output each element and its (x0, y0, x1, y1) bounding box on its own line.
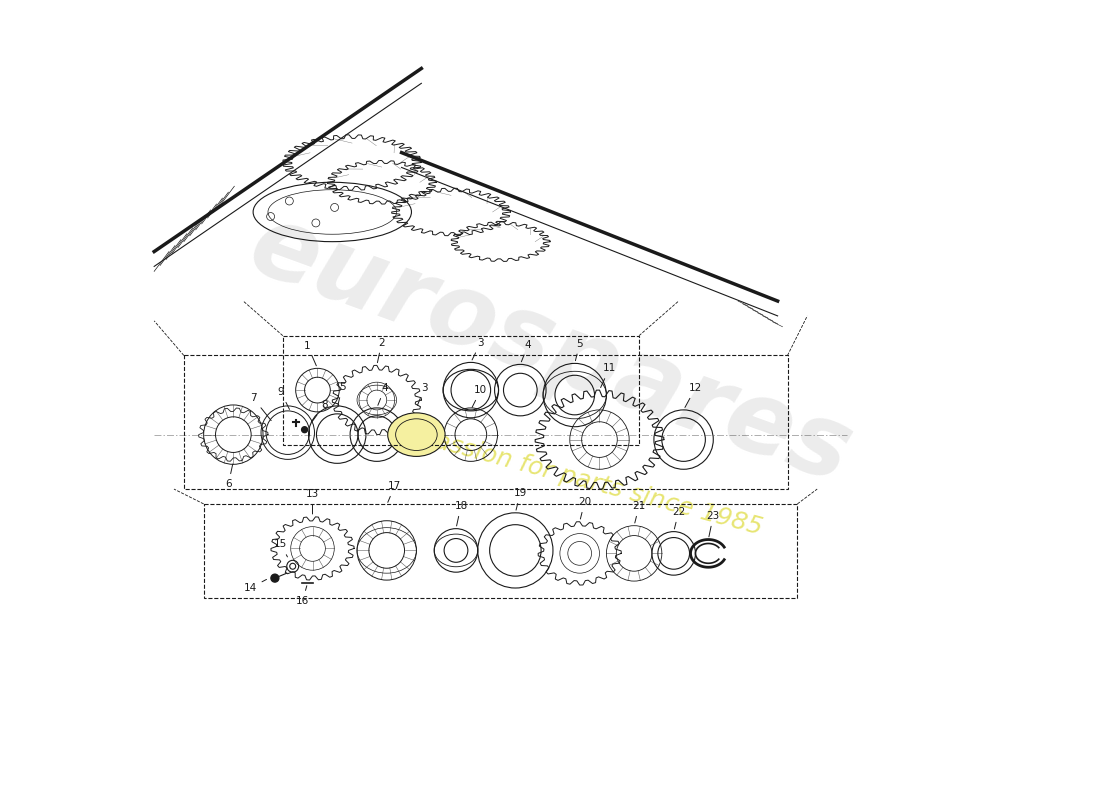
Text: 23: 23 (706, 510, 719, 537)
Text: 18: 18 (454, 501, 467, 526)
Text: 4: 4 (521, 339, 531, 362)
Text: 12: 12 (685, 383, 702, 407)
Circle shape (301, 426, 308, 433)
Circle shape (271, 574, 279, 582)
Text: a passion for parts since 1985: a passion for parts since 1985 (394, 418, 766, 540)
Text: 22: 22 (672, 507, 685, 529)
Text: 2: 2 (377, 338, 385, 362)
Text: 4: 4 (378, 383, 388, 406)
Text: 7: 7 (250, 393, 272, 421)
Text: 8: 8 (312, 400, 328, 422)
Ellipse shape (396, 419, 437, 450)
Ellipse shape (387, 413, 446, 457)
Text: 11: 11 (601, 363, 616, 387)
Text: 10: 10 (472, 385, 487, 407)
Text: 9: 9 (277, 387, 289, 410)
Text: 5: 5 (338, 382, 345, 406)
Text: 15: 15 (274, 539, 287, 557)
Text: 13: 13 (306, 489, 319, 514)
Text: 6: 6 (226, 464, 233, 489)
Text: 19: 19 (514, 488, 527, 510)
Text: 16: 16 (296, 586, 309, 606)
Text: eurospares: eurospares (236, 197, 864, 504)
Text: 3: 3 (472, 338, 484, 360)
Text: 14: 14 (243, 579, 266, 593)
Text: 1: 1 (305, 341, 317, 366)
Text: 17: 17 (388, 481, 401, 502)
Text: 20: 20 (579, 497, 591, 519)
Text: 21: 21 (632, 501, 646, 523)
Text: 3: 3 (417, 383, 428, 406)
Text: 5: 5 (575, 338, 583, 361)
